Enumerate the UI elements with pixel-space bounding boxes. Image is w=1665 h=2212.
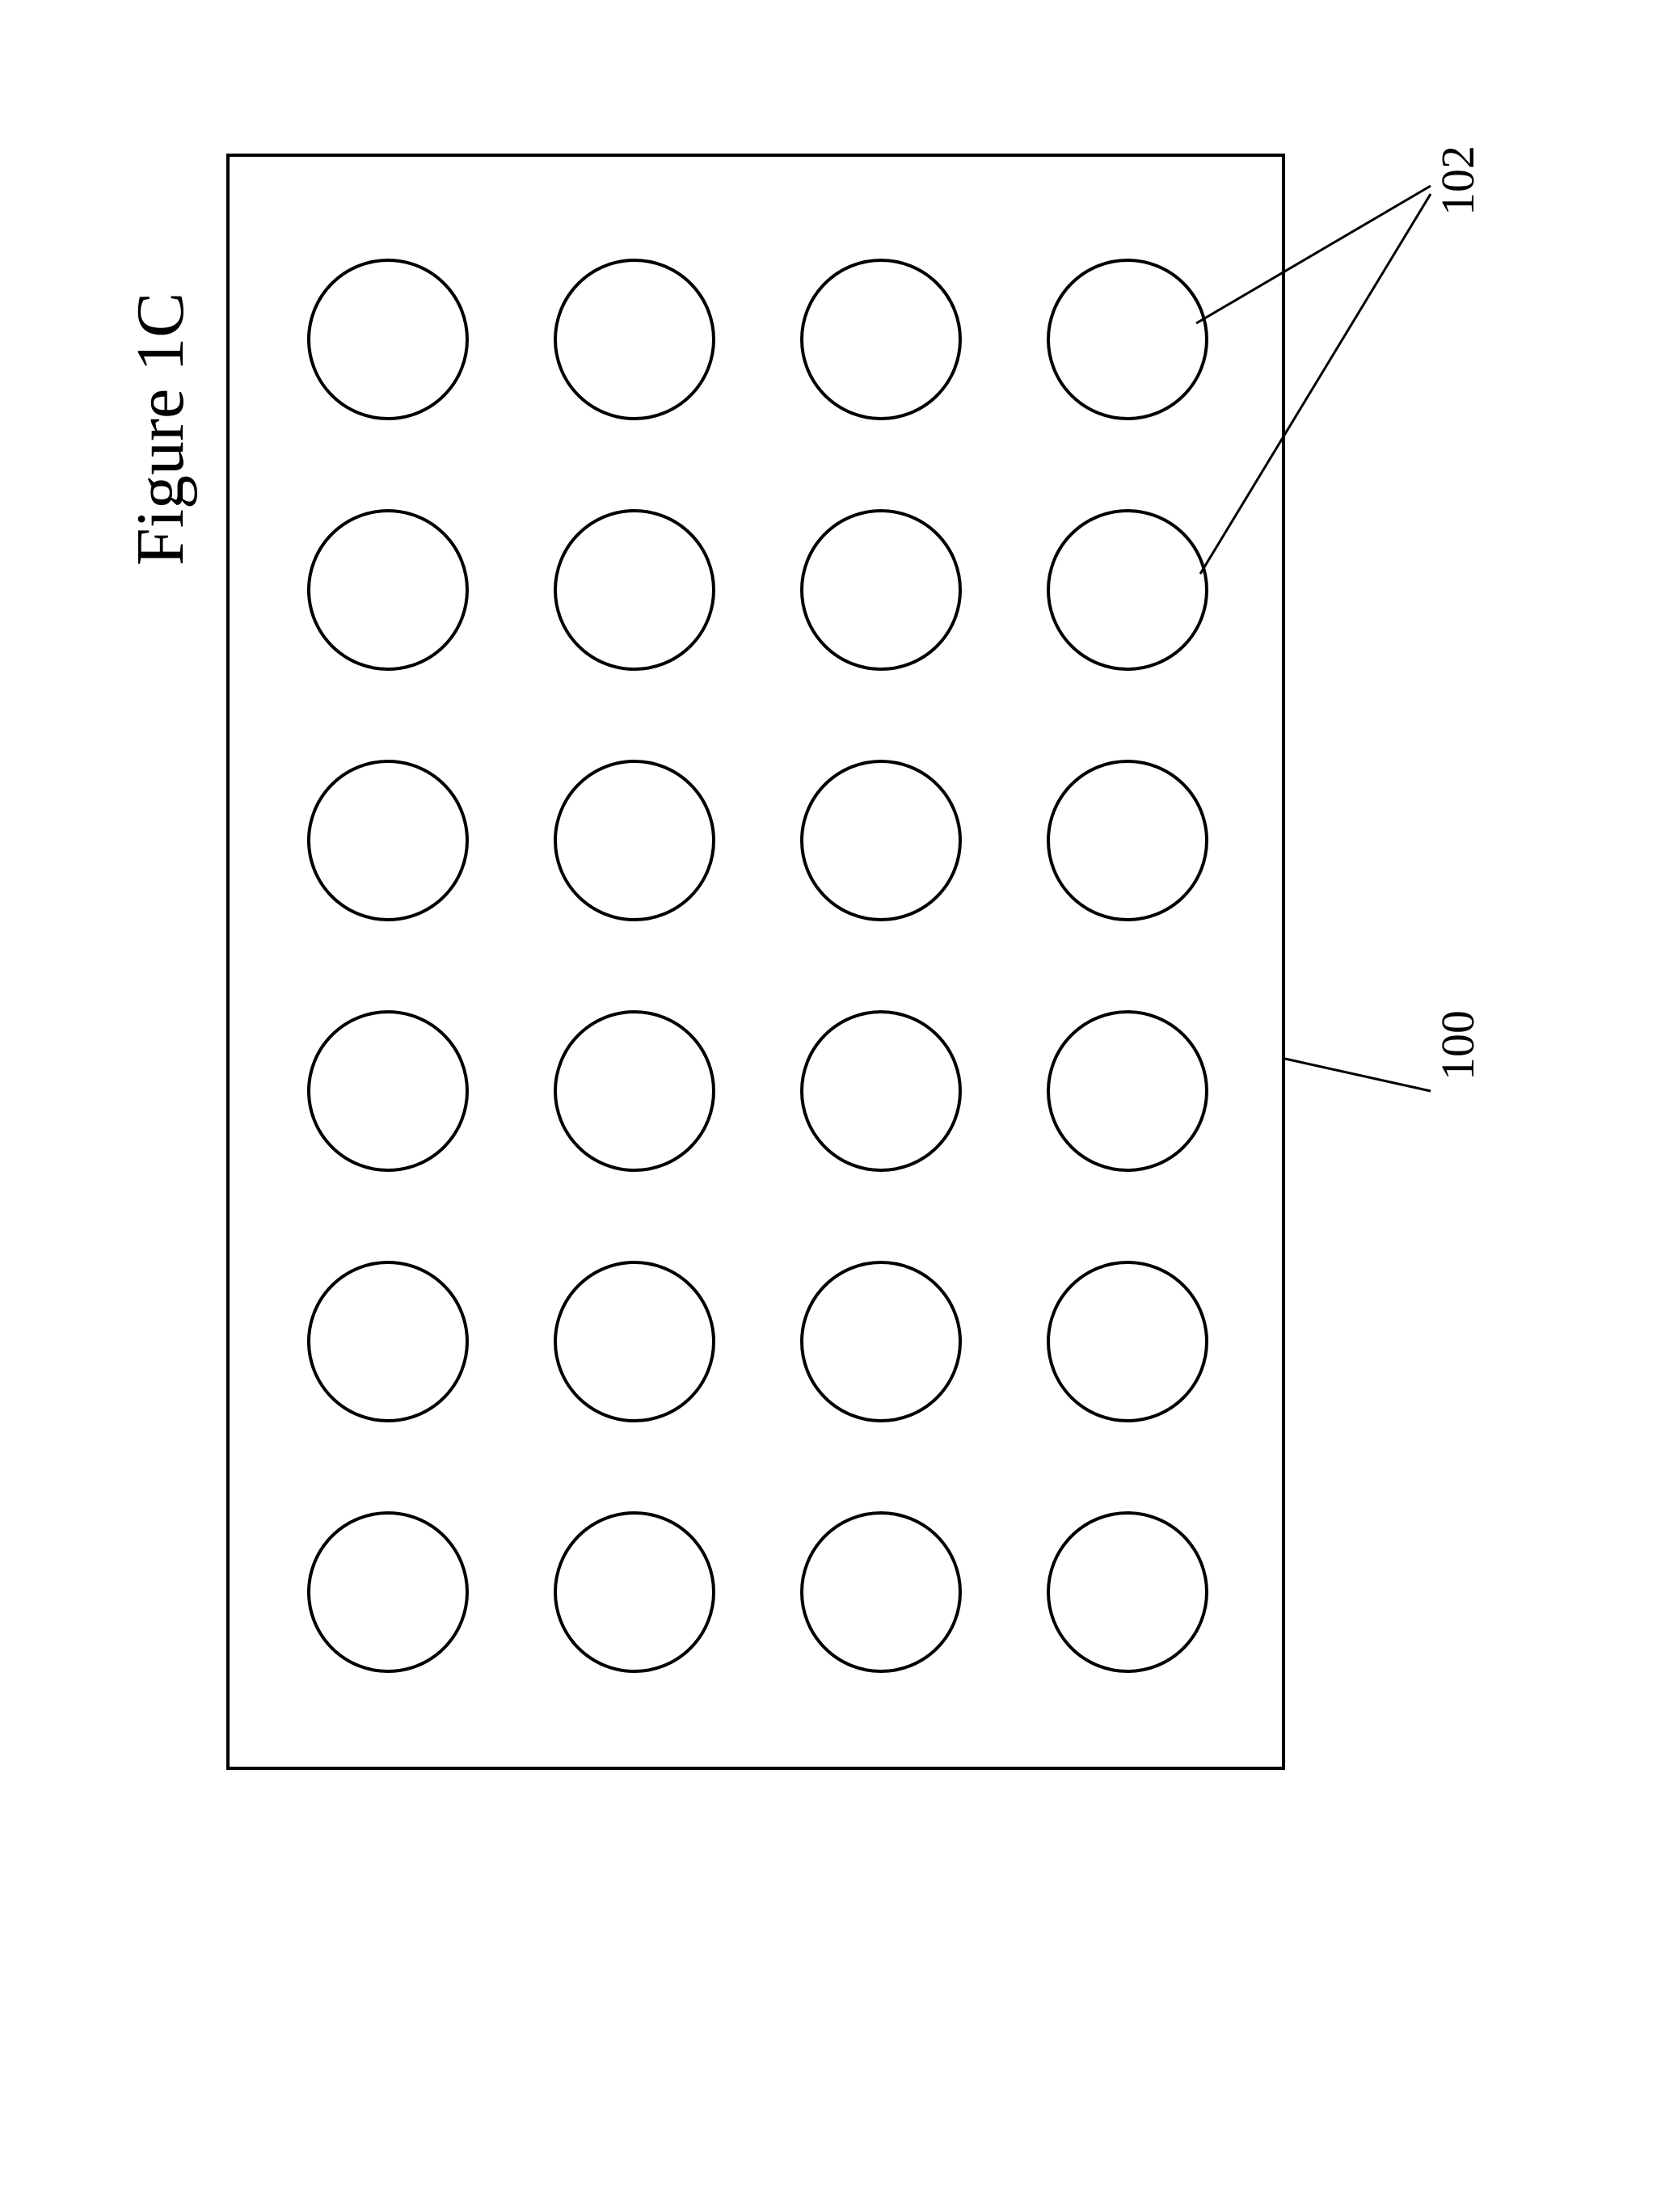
- well: [1047, 1261, 1208, 1422]
- well: [1047, 259, 1208, 420]
- well: [800, 1511, 962, 1673]
- well: [1047, 1511, 1208, 1673]
- plate-label: 100: [1431, 1010, 1485, 1081]
- well: [307, 1261, 469, 1422]
- well: [554, 259, 715, 420]
- well: [800, 1010, 962, 1172]
- well: [554, 760, 715, 921]
- plate-leader-line: [1285, 1059, 1431, 1091]
- well: [1047, 760, 1208, 921]
- well: [307, 760, 469, 921]
- well: [800, 259, 962, 420]
- well: [307, 509, 469, 671]
- well: [307, 259, 469, 420]
- well: [800, 760, 962, 921]
- well: [554, 509, 715, 671]
- well: [554, 1261, 715, 1422]
- well: [1047, 509, 1208, 671]
- well: [800, 1261, 962, 1422]
- figure-title: Figure 1C: [121, 293, 200, 566]
- well: [554, 1010, 715, 1172]
- well: [1047, 1010, 1208, 1172]
- diagram-container: Figure 1C 100 102: [0, 0, 1665, 2212]
- well: [800, 509, 962, 671]
- well: [307, 1010, 469, 1172]
- well: [554, 1511, 715, 1673]
- well: [307, 1511, 469, 1673]
- well-label: 102: [1431, 145, 1485, 216]
